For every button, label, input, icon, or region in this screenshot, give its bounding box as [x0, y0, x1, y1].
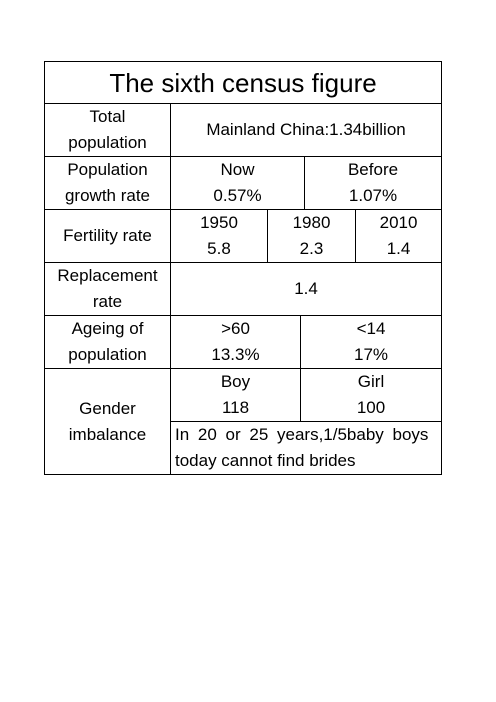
ageing-row: Ageing of population >60 13.3% <14 17%: [44, 315, 443, 369]
growth-rate-now-label: Now: [220, 160, 255, 179]
ageing-over-60: >60 13.3%: [170, 315, 301, 369]
growth-rate-row: Population growth rate Now 0.57% Before …: [44, 156, 443, 210]
ageing-under-14: <14 17%: [299, 315, 443, 369]
total-population-row: Total population Mainland China:1.34bill…: [44, 103, 443, 157]
replacement-rate-label: Replacement rate: [44, 262, 171, 316]
ageing-label: Ageing of population: [44, 315, 171, 369]
fertility-2010: 2010 1.4: [354, 209, 443, 263]
total-population-value: Mainland China:1.34billion: [169, 103, 443, 157]
total-population-label: Total population: [44, 103, 171, 157]
ageing-label-line1: Ageing of: [71, 319, 144, 338]
gender-boy: Boy 118: [170, 368, 301, 422]
growth-rate-before-label: Before: [347, 160, 399, 179]
fertility-value: 1.4: [386, 239, 411, 258]
gender-girl: Girl 100: [299, 368, 443, 422]
ageing-over-60-label: >60: [221, 319, 250, 338]
gender-girl-label: Girl: [357, 372, 385, 391]
growth-rate-now: Now 0.57%: [170, 156, 305, 210]
gender-label-line2: imbalance: [68, 424, 147, 444]
replacement-rate-value: 1.4: [169, 262, 443, 316]
gender-note-line2: today cannot find brides: [175, 451, 356, 470]
gender-label: Gender imbalance: [44, 368, 171, 475]
fertility-year: 1980: [292, 213, 331, 232]
fertility-value: 2.3: [299, 239, 324, 258]
growth-rate-label-line2: growth rate: [64, 186, 151, 205]
fertility-year: 2010: [379, 213, 418, 232]
fertility-1950: 1950 5.8: [170, 209, 268, 263]
table-title: The sixth census figure: [43, 61, 443, 104]
total-population-label-line2: population: [68, 133, 147, 152]
census-table: The sixth census figure Total population…: [43, 61, 443, 475]
gender-note-row: In 20 or 25 years,1/5baby boys today can…: [45, 421, 443, 475]
growth-rate-now-value: 0.57%: [213, 186, 262, 205]
fertility-year: 1950: [200, 213, 238, 232]
ageing-over-60-value: 13.3%: [211, 345, 260, 364]
replacement-rate-label-line2: rate: [92, 292, 123, 311]
gender-girl-value: 100: [356, 398, 386, 417]
replacement-rate-label-line1: Replacement: [57, 266, 158, 285]
fertility-rate-label: Fertility rate: [44, 209, 171, 263]
replacement-rate-row: Replacement rate 1.4: [44, 262, 443, 316]
growth-rate-before-value: 1.07%: [348, 186, 398, 205]
growth-rate-label-line1: Population: [67, 160, 148, 179]
gender-label-line1: Gender: [79, 398, 136, 418]
title-row: The sixth census figure: [43, 61, 443, 104]
ageing-label-line2: population: [68, 345, 147, 364]
ageing-under-14-label: <14: [356, 319, 386, 338]
fertility-value: 5.8: [207, 239, 231, 258]
growth-rate-before: Before 1.07%: [303, 156, 443, 210]
fertility-rate-row: Fertility rate 1950 5.8 1980 2.3 2010 1.…: [44, 209, 443, 263]
gender-boy-value: 118: [221, 398, 250, 417]
total-population-label-line1: Total: [89, 107, 126, 126]
fertility-1980: 1980 2.3: [267, 209, 356, 263]
gender-note-line1: In 20 or 25 years,1/5baby boys: [175, 425, 429, 444]
gender-note: In 20 or 25 years,1/5baby boys today can…: [169, 421, 443, 475]
gender-row: Gender imbalance Boy 118 Girl 100: [44, 368, 443, 475]
ageing-under-14-value: 17%: [354, 345, 389, 364]
gender-boy-label: Boy: [220, 372, 251, 391]
growth-rate-label: Population growth rate: [44, 156, 171, 210]
